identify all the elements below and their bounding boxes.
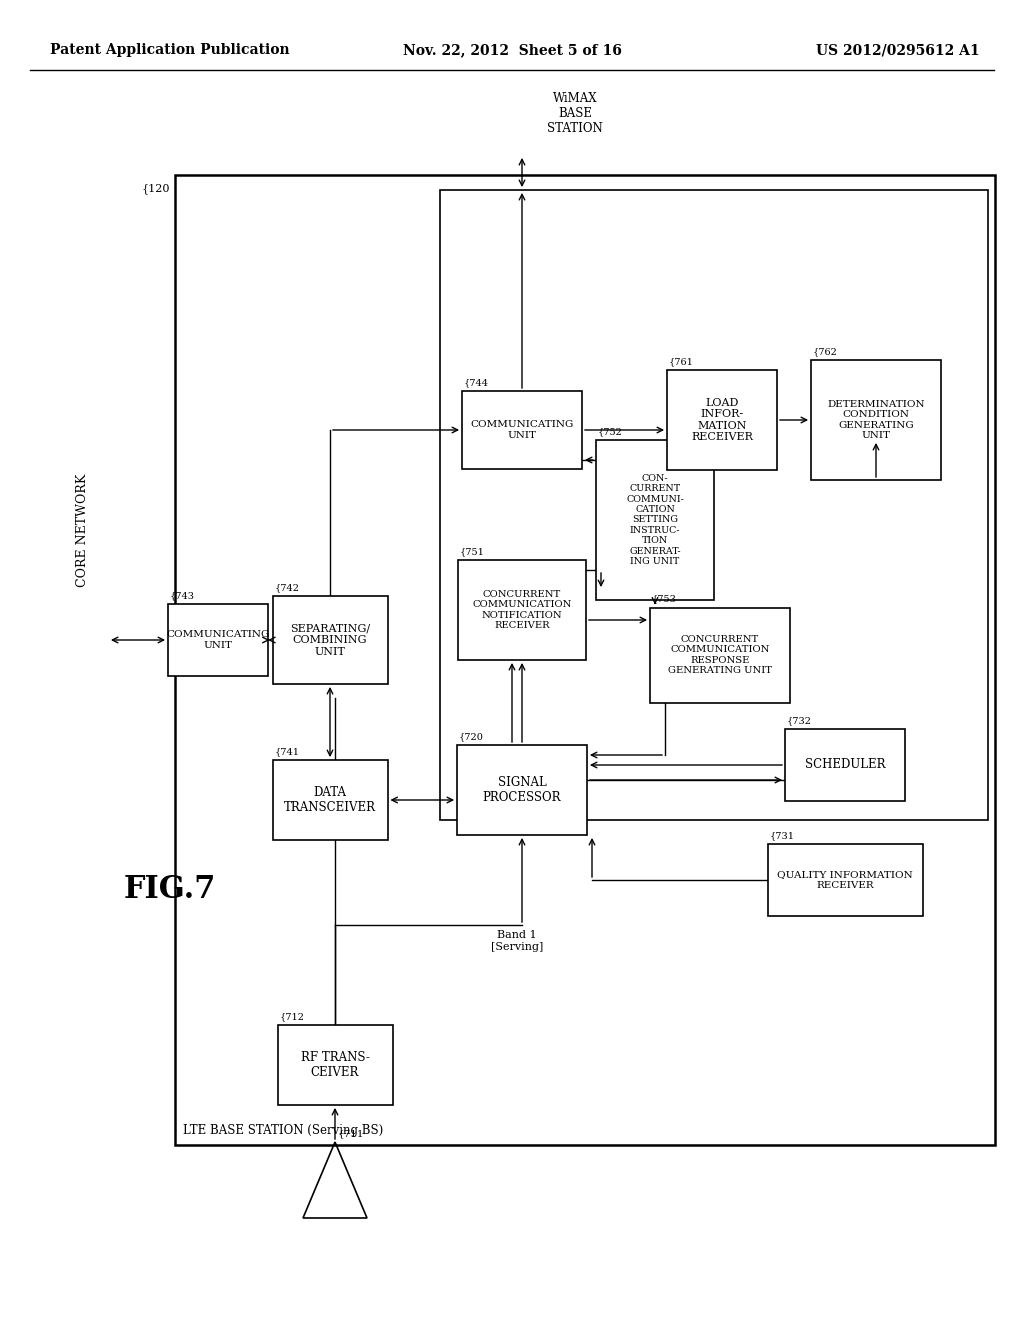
Bar [650,607,790,702]
Text: CON-
CURRENT
COMMUNI-
CATION
SETTING
INSTRUC-
TION
GENERAT-
ING UNIT: CON- CURRENT COMMUNI- CATION SETTING INS… [626,474,684,566]
Text: SEPARATING/
COMBINING
UNIT: SEPARATING/ COMBINING UNIT [290,623,370,656]
Text: {752: {752 [598,426,623,436]
Text: {120: {120 [141,183,170,194]
Bar [168,605,268,676]
Bar [667,370,777,470]
Text: Patent Application Publication: Patent Application Publication [50,44,290,57]
Text: LOAD
INFOR-
MATION
RECEIVER: LOAD INFOR- MATION RECEIVER [691,397,753,442]
Text: CORE NETWORK: CORE NETWORK [76,474,88,586]
Bar [278,1026,392,1105]
Text: Band 1
[Serving]: Band 1 [Serving] [490,931,543,952]
Text: {753: {753 [652,594,677,603]
Bar [175,176,995,1144]
Bar [811,360,941,480]
Bar [440,190,988,820]
Bar [785,729,905,801]
Text: {731: {731 [769,832,795,840]
Text: {743: {743 [170,591,195,601]
Text: CONCURRENT
COMMUNICATION
RESPONSE
GENERATING UNIT: CONCURRENT COMMUNICATION RESPONSE GENERA… [668,635,772,675]
Text: COMMUNICATING
UNIT: COMMUNICATING UNIT [166,630,269,649]
Text: US 2012/0295612 A1: US 2012/0295612 A1 [816,44,980,57]
Text: DATA
TRANSCEIVER: DATA TRANSCEIVER [284,785,376,814]
Text: {762: {762 [813,347,838,356]
Text: DETERMINATION
CONDITION
GENERATING
UNIT: DETERMINATION CONDITION GENERATING UNIT [827,400,925,440]
Text: {712: {712 [280,1012,304,1020]
Bar [458,560,586,660]
Bar [596,440,714,601]
Text: SCHEDULER: SCHEDULER [805,759,886,771]
Text: Nov. 22, 2012  Sheet 5 of 16: Nov. 22, 2012 Sheet 5 of 16 [402,44,622,57]
Bar [457,744,587,836]
Text: WiMAX
BASE
STATION: WiMAX BASE STATION [547,92,603,135]
Text: {742: {742 [274,583,299,591]
Text: LTE BASE STATION (Serving BS): LTE BASE STATION (Serving BS) [183,1125,383,1137]
Text: SIGNAL
PROCESSOR: SIGNAL PROCESSOR [482,776,561,804]
Text: {751: {751 [460,546,485,556]
Text: {732: {732 [787,715,812,725]
Text: {744: {744 [464,378,489,387]
Text: {720: {720 [459,733,484,741]
Text: COMMUNICATING
UNIT: COMMUNICATING UNIT [470,420,573,440]
Text: {741: {741 [274,747,299,756]
Bar [462,391,582,469]
Text: {711: {711 [338,1129,365,1138]
Text: CONCURRENT
COMMUNICATION
NOTIFICATION
RECEIVER: CONCURRENT COMMUNICATION NOTIFICATION RE… [472,590,571,630]
Bar [272,597,387,684]
Text: RF TRANS-
CEIVER: RF TRANS- CEIVER [301,1051,370,1078]
Bar [272,760,387,840]
Bar [768,843,923,916]
Text: FIG.7: FIG.7 [124,874,216,906]
Text: QUALITY INFORMATION
RECEIVER: QUALITY INFORMATION RECEIVER [777,870,912,890]
Text: {761: {761 [669,356,694,366]
